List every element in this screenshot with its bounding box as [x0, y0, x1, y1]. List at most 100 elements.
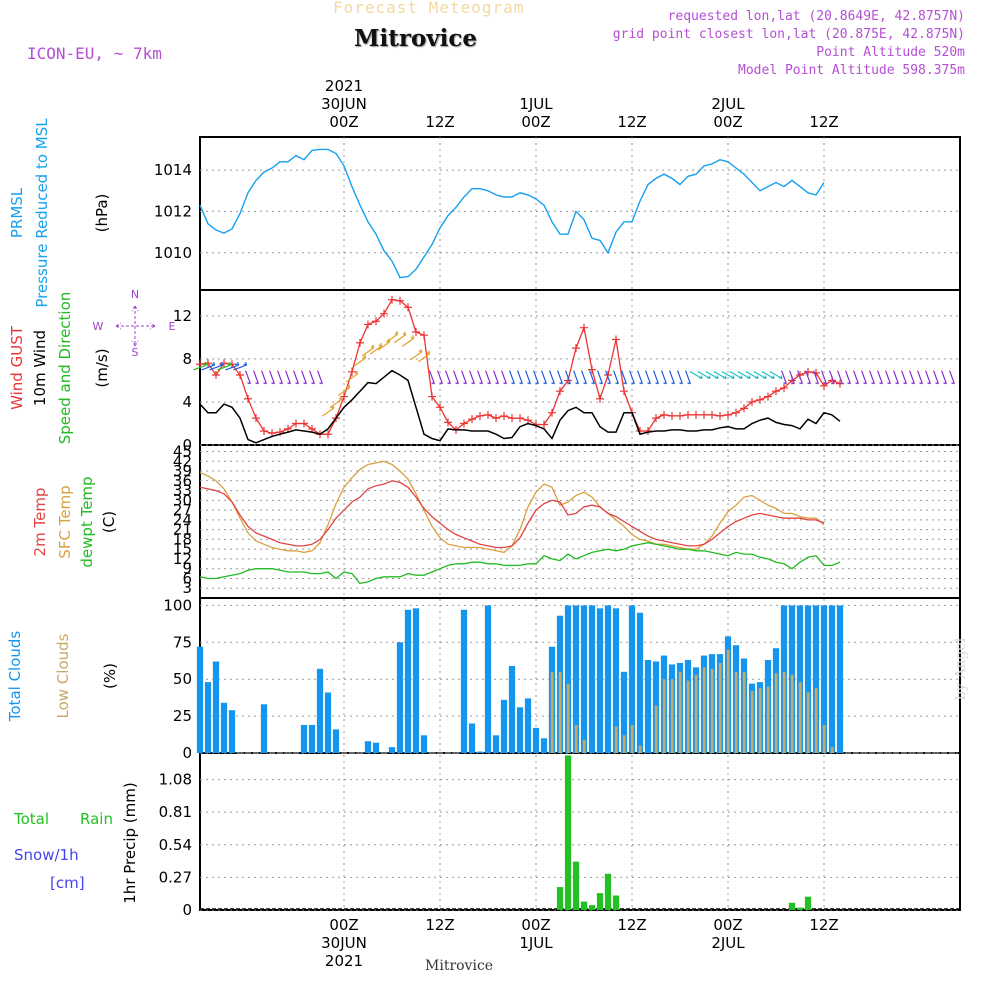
rain-bar: [612, 895, 620, 910]
wind-direction-arrow: [949, 370, 955, 385]
point-altitude: Point Altitude 520m: [816, 45, 965, 60]
wind-direction-arrow: [925, 370, 931, 385]
y-tick-label: 33: [173, 482, 192, 500]
gust-point: [516, 414, 524, 423]
rain-bar: [804, 896, 812, 910]
y-tick-label: 21: [173, 521, 192, 539]
gust-point: [836, 379, 844, 388]
gust-point: [292, 419, 300, 428]
low-cloud-bar: [798, 682, 802, 753]
gust-point: [468, 415, 476, 424]
total-cloud-bar: [332, 729, 340, 753]
total-cloud-bar: [812, 605, 820, 753]
wind-direction-arrow: [329, 396, 343, 408]
top-day-label: 30JUN: [321, 95, 367, 113]
gust-point: [764, 392, 772, 401]
wind-direction-arrow: [653, 370, 659, 385]
wind-direction-arrow: [353, 354, 367, 367]
total-cloud-bar: [524, 698, 532, 753]
wind-direction-arrow: [885, 370, 891, 385]
low-cloud-bar: [734, 671, 738, 753]
low-clouds-label: Low Clouds: [54, 633, 72, 718]
rain-bar: [580, 901, 588, 910]
wind-direction-arrow: [485, 370, 491, 385]
total-cloud-bar: [196, 646, 204, 753]
panel-frame: [199, 289, 961, 446]
wind-direction-arrow: [685, 370, 691, 385]
temp-2m-label: 2m Temp: [31, 488, 49, 557]
wind-direction-arrow: [805, 370, 811, 385]
y-tick-label: 3: [182, 579, 192, 597]
y-tick-label: 36: [173, 472, 192, 490]
wind-direction-arrow: [501, 370, 507, 385]
total-cloud-bar: [636, 612, 644, 753]
gust-point: [620, 387, 628, 396]
total-cloud-bar: [604, 605, 612, 753]
total-clouds-label: Total Clouds: [6, 631, 24, 723]
y-tick-label: 0: [182, 744, 192, 762]
low-cloud-bar: [718, 662, 722, 753]
forecast-title: Forecast Meteogram: [333, 0, 525, 17]
total-cloud-bar: [644, 660, 652, 753]
gust-line: [199, 298, 841, 435]
y-tick-label: 1010: [154, 244, 192, 262]
bottom-time-label: 12Z: [617, 916, 646, 934]
y-tick-label: 45: [173, 443, 192, 461]
gust-point: [492, 414, 500, 423]
gust-point: [660, 410, 668, 419]
wind-direction-arrow: [269, 370, 275, 385]
gust-point: [748, 397, 756, 406]
y-tick-label: 0: [182, 901, 192, 919]
gust-point: [756, 395, 764, 404]
y-tick-label: 12: [173, 307, 192, 325]
total-cloud-bar: [476, 751, 484, 753]
low-cloud-bar: [814, 688, 818, 753]
y-tick-label: 24: [173, 511, 192, 529]
low-cloud-bar: [582, 739, 586, 753]
y-tick-label: 12: [173, 550, 192, 568]
low-cloud-bar: [558, 671, 562, 753]
wind-direction-arrow: [533, 370, 539, 385]
gust-point: [668, 411, 676, 420]
legend-total: Total: [13, 810, 49, 828]
wind-direction-arrow: [209, 361, 224, 371]
wind-direction-arrow: [445, 370, 451, 385]
gust-point: [596, 394, 604, 403]
wind-direction-arrow: [245, 370, 251, 385]
wind-direction-arrow: [821, 370, 827, 385]
total-cloud-bar: [492, 735, 500, 753]
y-tick-label: 100: [163, 596, 192, 614]
total-cloud-bar: [300, 724, 308, 753]
total-cloud-bar: [580, 605, 588, 753]
wind-direction-arrow: [385, 330, 399, 343]
wind-direction-arrow: [309, 370, 315, 385]
sfc-temp-line: [199, 460, 825, 554]
total-cloud-bar: [308, 724, 316, 753]
wind-direction-arrow: [525, 370, 531, 385]
gust-point: [652, 414, 660, 423]
wind10-line: [199, 369, 841, 444]
wind-direction-arrow: [737, 371, 751, 380]
gust-point: [740, 404, 748, 413]
y-tick-label: 1012: [154, 202, 192, 220]
gust-label: Wind GUST: [8, 325, 26, 410]
y-tick-label: 27: [173, 501, 192, 519]
wind-direction-arrow: [893, 370, 899, 385]
bottom-time-label: 00Z: [329, 916, 358, 934]
wind-direction-arrow: [877, 370, 883, 385]
gust-point: [540, 420, 548, 429]
wind-direction-arrow: [689, 371, 703, 380]
legend-rain: Rain: [80, 810, 113, 828]
y-tick-label: 0: [182, 436, 192, 454]
y-tick-label: 18: [173, 530, 192, 548]
top-time-label: 00Z: [521, 113, 550, 131]
rain-bar: [788, 902, 796, 910]
wind-direction-arrow: [477, 370, 483, 385]
temp-2m-line: [199, 480, 825, 549]
y-tick-label: 0.27: [159, 868, 192, 886]
pressure-label: Pressure Reduced to MSL: [33, 118, 51, 308]
low-cloud-bar: [830, 747, 834, 753]
top-day-label: 1JUL: [519, 95, 553, 113]
top-year-label: 2021: [325, 77, 363, 95]
wind-direction-arrow: [261, 370, 267, 385]
